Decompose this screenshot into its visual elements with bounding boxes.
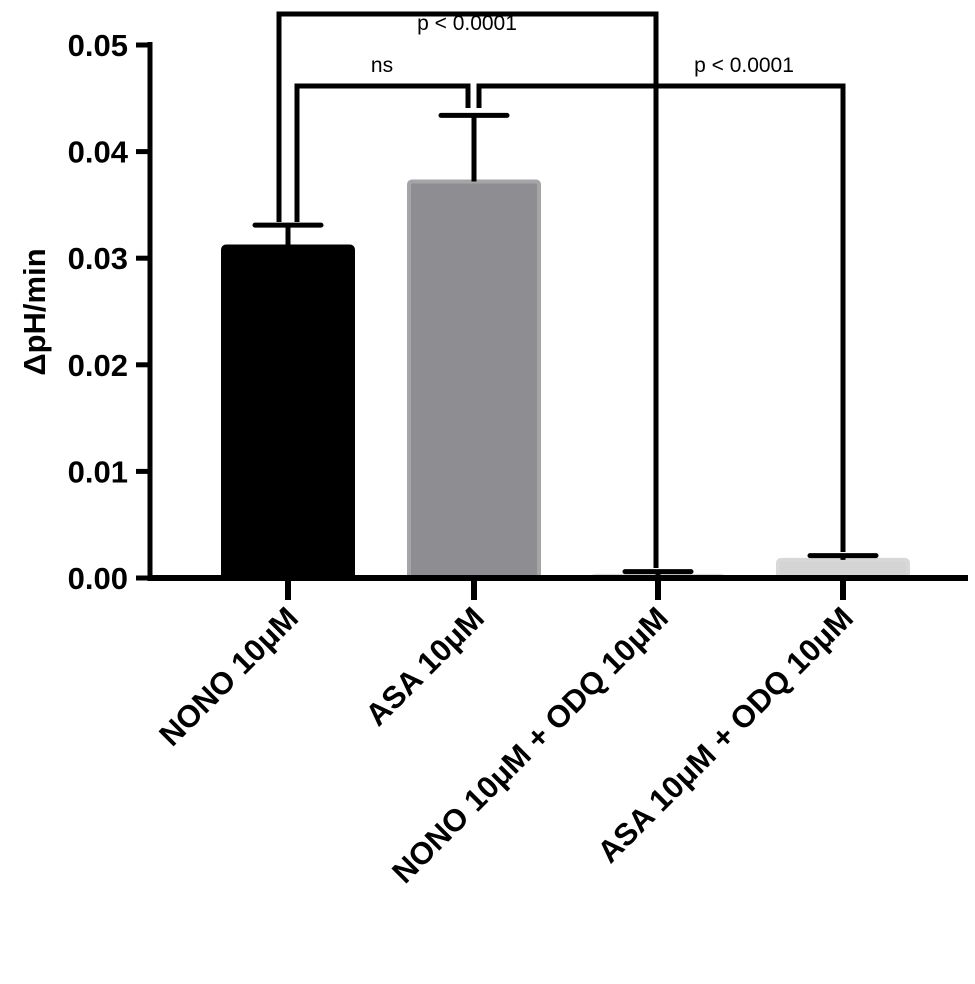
x-category-label: ASA 10μM: [359, 600, 491, 732]
x-category-label: NONO 10μM: [152, 600, 305, 753]
y-axis-label: ΔpH/min: [17, 248, 52, 375]
significance-label: p < 0.0001: [417, 12, 517, 35]
y-tick-label: 0.05: [68, 28, 128, 63]
y-tick-label: 0.03: [68, 241, 128, 276]
significance-bracket: [294, 83, 471, 222]
significance-label: ns: [371, 54, 393, 77]
significance-bracket: [276, 11, 659, 568]
y-tick-label: 0.01: [68, 454, 128, 489]
significance-bracket: [476, 83, 846, 552]
bar: [407, 179, 541, 580]
bar: [221, 244, 355, 580]
y-tick-label: 0.02: [68, 348, 128, 383]
significance-label: p < 0.0001: [694, 54, 794, 77]
y-tick-label: 0.04: [68, 135, 129, 170]
y-tick-label: 0.00: [68, 561, 128, 596]
